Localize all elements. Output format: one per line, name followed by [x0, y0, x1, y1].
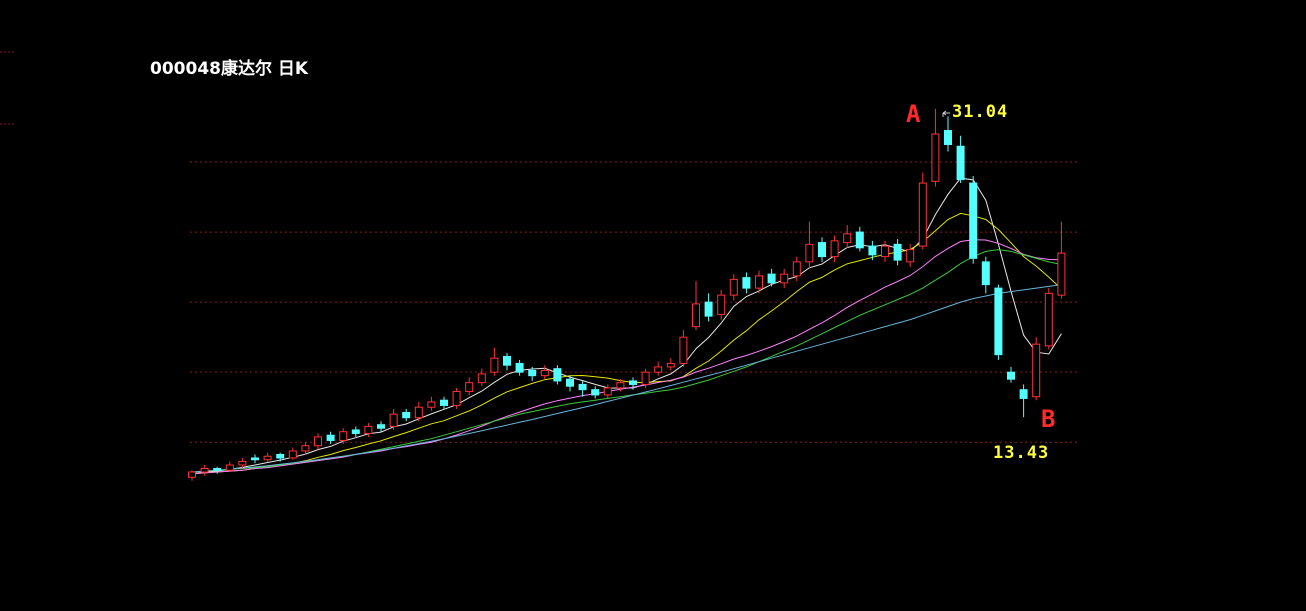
candle-body	[301, 445, 310, 452]
candle-body	[742, 277, 751, 289]
chart-title: 000048康达尔 日K	[150, 58, 309, 79]
trough-letter: B	[1041, 405, 1055, 433]
candle-body	[654, 366, 663, 373]
moving-average-line	[191, 284, 1062, 473]
candle-body	[276, 453, 285, 459]
candle-body	[729, 278, 738, 296]
candle-body	[755, 275, 763, 289]
candle-body	[918, 182, 927, 247]
moving-average-line	[191, 249, 1062, 473]
candle-body	[906, 249, 915, 263]
candle-body	[490, 357, 499, 373]
candle-body	[515, 362, 524, 373]
candle-body	[666, 362, 675, 368]
candle-body	[566, 378, 574, 387]
candle-body	[994, 287, 1003, 356]
candle-body	[578, 383, 587, 391]
candle-body	[944, 130, 952, 146]
candle-body	[225, 464, 234, 471]
candle-body	[717, 294, 726, 315]
peak-letter: A	[906, 100, 921, 128]
candle-body	[1019, 389, 1028, 399]
candle-body	[528, 369, 537, 377]
candle-body	[251, 457, 259, 461]
candle-body	[679, 336, 688, 364]
candle-body	[263, 455, 272, 461]
candle-body	[956, 145, 965, 181]
candle-body	[351, 429, 360, 434]
candle-body	[704, 301, 713, 317]
candles	[188, 108, 1066, 481]
candle-body	[465, 382, 474, 392]
candle-body	[389, 413, 398, 427]
moving-average-line	[191, 239, 1062, 475]
candle-body	[981, 261, 990, 286]
candle-body	[414, 406, 423, 419]
candle-body	[503, 355, 511, 366]
candle-body	[881, 245, 889, 258]
candle-body	[238, 460, 247, 466]
candle-body	[780, 273, 789, 284]
candle-body	[427, 401, 436, 408]
candle-body	[540, 369, 549, 377]
moving-average-line	[191, 177, 1062, 475]
candle-body	[213, 467, 222, 471]
candle-body	[805, 243, 814, 263]
candle-body	[792, 261, 801, 277]
candle-body	[1032, 343, 1041, 398]
candle-body	[339, 431, 348, 441]
candle-body	[364, 425, 373, 434]
candle-body	[616, 382, 625, 389]
trough-price: 13.43	[993, 443, 1049, 463]
candle-body	[452, 390, 461, 406]
peak-arrow	[942, 110, 950, 117]
candle-body	[553, 368, 562, 382]
candle-body	[855, 231, 864, 249]
candle-body	[830, 240, 839, 258]
candle-body	[477, 373, 486, 384]
moving-average-line	[191, 212, 1062, 475]
candle-body	[893, 243, 902, 261]
candle-body	[440, 399, 448, 406]
candle-body	[402, 411, 411, 419]
candle-body	[603, 387, 612, 396]
candle-body	[1007, 371, 1015, 380]
moving-averages	[191, 177, 1062, 475]
candle-body	[641, 371, 650, 385]
candle-body	[767, 273, 776, 284]
candle-body	[314, 436, 322, 447]
candle-body	[377, 424, 385, 429]
candle-body	[692, 303, 700, 328]
candle-body	[188, 471, 196, 478]
candle-body	[288, 450, 297, 459]
candle-body	[818, 242, 826, 258]
candle-body	[629, 380, 637, 385]
candle-body	[1057, 252, 1066, 296]
candle-body	[200, 467, 209, 473]
candle-body	[843, 233, 852, 244]
grid	[190, 161, 1080, 443]
candle-body	[868, 245, 877, 256]
peak-price: 31.04	[952, 102, 1008, 122]
candle-body	[326, 434, 335, 441]
candle-body	[931, 133, 940, 182]
candle-body	[591, 389, 600, 396]
candle-body	[969, 182, 978, 259]
candle-body	[1044, 292, 1053, 347]
